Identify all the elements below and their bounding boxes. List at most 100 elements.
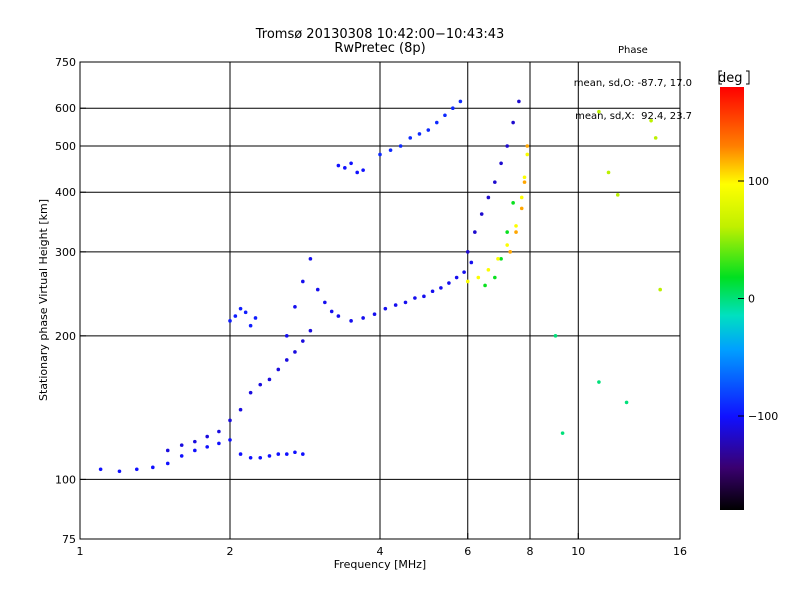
data-point	[301, 279, 305, 284]
y-tick-label: 75	[62, 533, 76, 546]
data-point	[193, 439, 197, 444]
data-point	[525, 144, 530, 148]
x-tick-label: 4	[377, 545, 384, 558]
data-point	[267, 454, 272, 458]
data-point	[624, 400, 629, 405]
data-point	[228, 418, 232, 423]
data-point	[403, 300, 408, 305]
data-point	[493, 275, 497, 280]
data-point	[361, 316, 365, 320]
data-point	[483, 283, 487, 288]
data-point	[422, 294, 426, 299]
data-point	[228, 438, 232, 442]
data-point	[217, 429, 221, 434]
data-point	[238, 407, 243, 412]
x-axis-label: Frequency [MHz]	[334, 558, 426, 571]
data-point	[343, 166, 347, 170]
data-point	[301, 339, 305, 343]
chart-title-line2: RwPretec (8p)	[334, 41, 426, 56]
y-tick-label: 400	[55, 186, 76, 199]
phase-stats-o: mean, sd,O: -87.7, 17.0	[573, 78, 692, 89]
data-point	[361, 168, 365, 172]
data-point	[378, 152, 382, 157]
x-tick-label: 16	[673, 545, 687, 558]
axis-ticks: 1 2 4 6 8 10 16 75 100 200 300 400 500 600 750	[55, 56, 687, 558]
data-point	[486, 195, 491, 200]
data-point	[496, 257, 500, 261]
data-point	[514, 230, 518, 234]
data-point	[465, 250, 470, 254]
y-tick-label: 100	[55, 473, 76, 486]
data-point	[179, 454, 184, 458]
data-point	[165, 461, 170, 466]
data-point	[443, 113, 447, 118]
data-point	[522, 180, 527, 184]
data-point	[597, 380, 601, 384]
data-point	[151, 465, 155, 470]
y-tick-label: 200	[55, 330, 76, 343]
data-point	[98, 467, 103, 472]
data-point	[508, 250, 512, 254]
data-point	[205, 434, 209, 439]
data-point	[293, 350, 297, 354]
data-point	[426, 128, 431, 132]
data-point	[179, 443, 184, 447]
data-point	[514, 224, 518, 228]
chart-title-line1: Tromsø 20130308 10:42:00−10:43:43	[255, 27, 505, 42]
data-point	[486, 268, 491, 272]
data-point	[417, 132, 422, 136]
data-point	[267, 377, 272, 382]
data-point	[560, 431, 565, 435]
scatter-points	[98, 99, 662, 474]
phase-stats-heading: Phase	[617, 45, 648, 56]
x-tick-label: 6	[464, 545, 471, 558]
data-point	[383, 306, 388, 311]
data-point	[519, 206, 524, 211]
data-point	[469, 260, 474, 265]
data-point	[284, 334, 289, 338]
data-point	[248, 455, 253, 460]
data-point	[511, 201, 515, 205]
data-point	[462, 270, 466, 274]
data-point	[248, 323, 253, 328]
data-point	[479, 212, 484, 216]
x-tick-label: 10	[571, 545, 585, 558]
data-point	[308, 257, 313, 261]
data-point	[349, 161, 353, 166]
data-point	[499, 161, 503, 166]
data-point	[233, 314, 238, 318]
data-point	[458, 99, 463, 104]
y-tick-label: 500	[55, 140, 76, 153]
data-point	[165, 448, 170, 453]
data-point	[355, 170, 359, 175]
data-point	[606, 170, 611, 175]
colorbar-unit: deg	[718, 71, 743, 86]
data-point	[499, 257, 503, 261]
data-point	[553, 334, 558, 338]
data-point	[465, 279, 470, 284]
grid-lines	[80, 62, 680, 539]
data-point	[447, 281, 451, 285]
data-point	[517, 99, 521, 104]
y-tick-label: 600	[55, 102, 76, 115]
data-point	[276, 452, 281, 456]
x-tick-label: 8	[527, 545, 534, 558]
data-point	[308, 328, 313, 333]
data-point	[336, 314, 341, 318]
chart-title: Tromsø 20130308 10:42:00−10:43:43 RwPret…	[230, 28, 530, 56]
colorbar-tick-label: 100	[748, 175, 769, 188]
data-point	[451, 106, 455, 111]
data-point	[217, 441, 221, 446]
data-point	[258, 455, 263, 460]
data-point	[372, 312, 377, 316]
data-point	[243, 310, 248, 315]
data-point	[525, 152, 530, 157]
data-point	[493, 180, 497, 184]
data-point	[248, 390, 253, 395]
phase-stats-x: mean, sd,X: 92.4, 23.7	[575, 111, 692, 122]
data-point	[398, 144, 403, 148]
data-point	[454, 275, 459, 280]
y-axis-label: Stationary phase Virtual Height [km]	[37, 199, 50, 401]
data-point	[519, 195, 524, 200]
data-point	[653, 136, 658, 140]
